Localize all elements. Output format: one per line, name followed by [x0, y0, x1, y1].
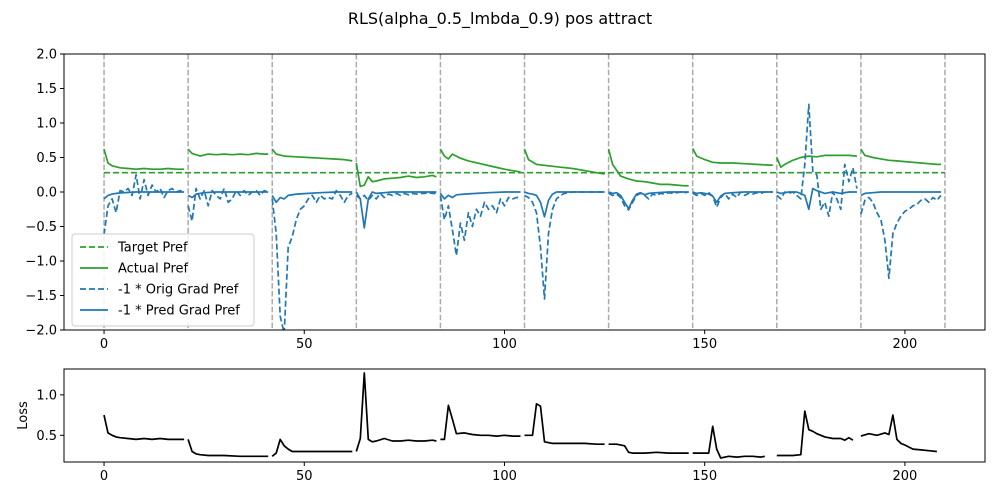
loss-series [103, 372, 937, 459]
y-tick-label: −0.5 [25, 220, 57, 235]
series-line-loss [692, 425, 765, 459]
series-line-actual-pref [187, 148, 269, 157]
series-line-loss [355, 372, 437, 452]
series-line-actual-pref [439, 148, 521, 173]
x-tick-label: 150 [692, 337, 717, 352]
series-line-loss [271, 438, 353, 457]
series-line-loss [187, 439, 269, 458]
series-line-1-pred-grad-pref [692, 191, 773, 204]
series-line-1-orig-grad-pref [187, 187, 269, 222]
series-line-loss [776, 410, 854, 457]
series-line-1-orig-grad-pref [103, 173, 185, 235]
series-line-1-orig-grad-pref [355, 191, 437, 202]
preference-chart: 2.0 1.5 1.0 0.5 0.0 −0.5 −1.0 −1.5 −2.0 0 50 100 15… [25, 48, 986, 352]
preference-y-ticks: 2.0 1.5 1.0 0.5 0.0 −0.5 −1.0 −1.5 −2.0 [25, 48, 64, 339]
series-line-1-orig-grad-pref [860, 194, 942, 280]
loss-axes-frame [63, 368, 986, 463]
y-tick-label: 2.0 [36, 48, 57, 63]
series-line-1-pred-grad-pref [776, 187, 857, 211]
series-line-1-orig-grad-pref [608, 191, 689, 211]
series-line-actual-pref [523, 148, 605, 175]
series-line-1-pred-grad-pref [439, 191, 521, 200]
series-line-1-pred-grad-pref [103, 191, 185, 200]
y-tick-label: −1.0 [25, 255, 57, 270]
series-line-loss [440, 404, 521, 441]
preference-x-ticks: 0 50 100 150 200 [100, 330, 917, 352]
series-line-1-orig-grad-pref [692, 191, 773, 209]
series-line-1-pred-grad-pref [524, 191, 605, 218]
x-tick-label: 50 [296, 337, 313, 352]
series-line-actual-pref [776, 154, 857, 169]
x-tick-label: 200 [892, 337, 917, 352]
series-line-actual-pref [607, 148, 689, 187]
series-line-1-orig-grad-pref [271, 189, 353, 330]
y-tick-label: 0.5 [36, 151, 57, 166]
legend-label: -1 * Orig Grad Pref [118, 283, 239, 298]
y-tick-label: 1.0 [36, 388, 57, 403]
series-line-1-pred-grad-pref [860, 191, 941, 197]
loss-y-ticks: 0.5 1.0 [36, 388, 64, 444]
y-tick-label: 0.0 [36, 186, 57, 201]
y-tick-label: −2.0 [25, 324, 57, 339]
y-tick-label: 1.0 [36, 117, 57, 132]
x-tick-label: 100 [492, 469, 517, 484]
y-tick-label: −1.5 [25, 289, 57, 304]
loss-chart: 0.5 1.0 0 50 100 150 200 Loss [16, 368, 986, 484]
legend-label: Actual Pref [118, 262, 189, 277]
x-tick-label: 100 [492, 337, 517, 352]
y-tick-label: 0.5 [36, 429, 57, 444]
x-tick-label: 150 [692, 469, 717, 484]
series-line-1-pred-grad-pref [187, 191, 269, 199]
series-line-loss [860, 414, 937, 453]
chart-title: RLS(alpha_0.5_lmbda_0.9) pos attract [348, 9, 652, 29]
series-line-loss [103, 414, 185, 441]
series-line-1-orig-grad-pref [439, 195, 521, 257]
legend-label: -1 * Pred Grad Pref [118, 304, 240, 319]
series-line-actual-pref [271, 148, 353, 162]
loss-y-axis-label: Loss [16, 401, 31, 430]
series-line-1-pred-grad-pref [608, 191, 689, 210]
legend: Target Pref Actual Pref -1 * Orig Grad Pre… [71, 233, 255, 327]
preference-series [103, 103, 945, 330]
x-tick-label: 200 [892, 469, 917, 484]
series-line-actual-pref [103, 148, 185, 171]
x-tick-label: 50 [296, 469, 313, 484]
x-tick-label: 0 [100, 337, 108, 352]
series-line-actual-pref [355, 162, 437, 188]
legend-box [71, 233, 255, 327]
x-tick-label: 0 [100, 469, 108, 484]
series-line-1-pred-grad-pref [271, 191, 353, 204]
series-line-loss [608, 443, 689, 454]
series-line-1-pred-grad-pref [355, 191, 437, 229]
loss-x-ticks: 0 50 100 150 200 [100, 462, 917, 484]
legend-label: Target Pref [117, 241, 188, 256]
series-line-actual-pref [691, 148, 773, 166]
series-line-actual-pref [860, 148, 941, 166]
series-line-loss [524, 402, 605, 446]
series-line-1-orig-grad-pref [776, 103, 858, 218]
y-tick-label: 1.5 [36, 82, 57, 97]
